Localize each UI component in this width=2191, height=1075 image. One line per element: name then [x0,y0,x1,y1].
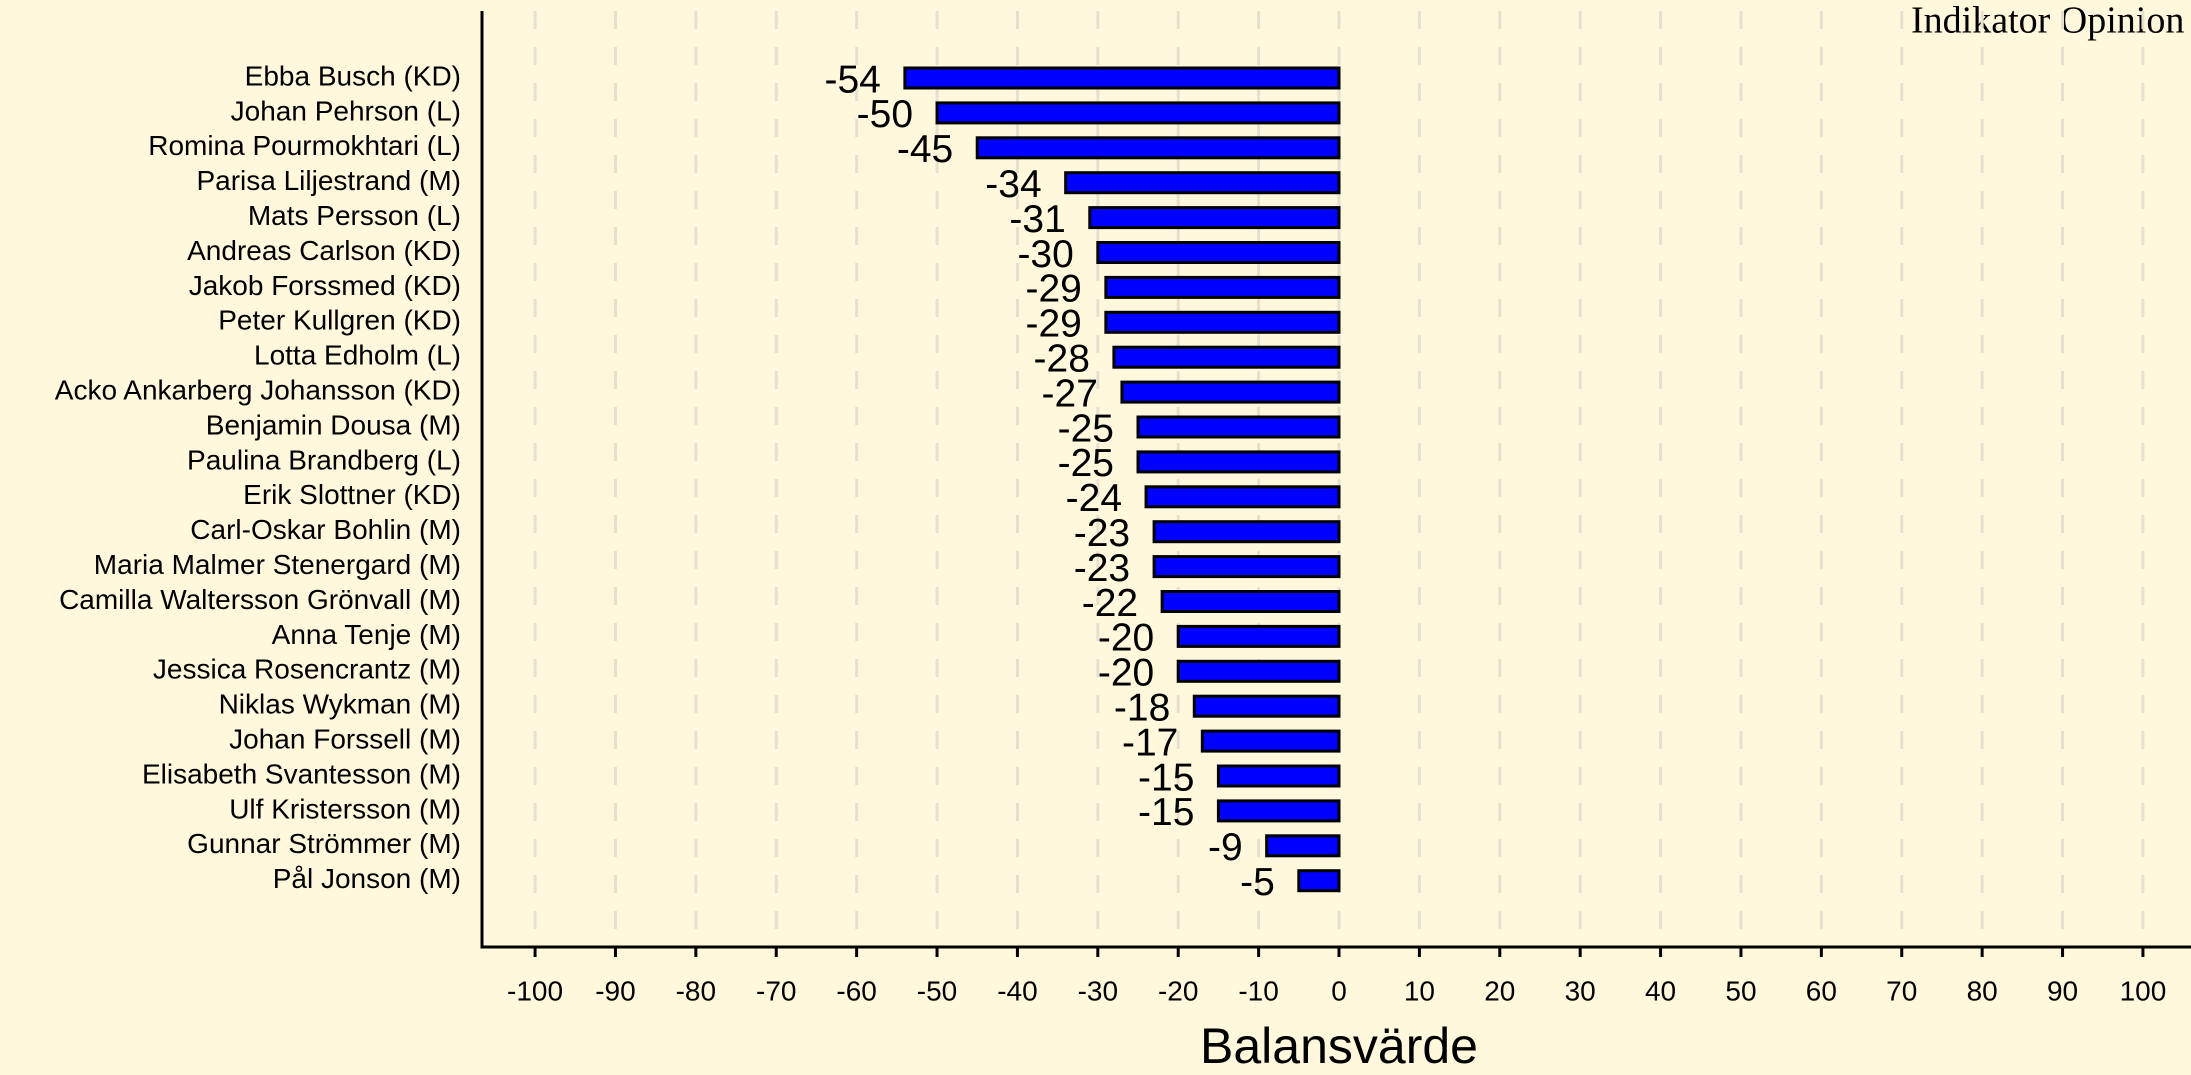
value-label: -20 [1098,617,1154,660]
bar [1096,241,1341,264]
value-label: -20 [1098,652,1154,695]
value-label: -30 [1017,233,1073,276]
x-tick-label: -80 [676,975,716,1006]
value-label: -24 [1066,477,1122,520]
value-label: -25 [1058,442,1114,485]
bar [1120,380,1341,404]
value-label: -28 [1034,337,1090,380]
value-label: -27 [1042,372,1098,415]
x-tick-label: 10 [1404,975,1435,1006]
value-label: -50 [857,93,913,136]
value-label: -34 [985,163,1041,206]
x-tick-label: 90 [2047,975,2078,1006]
y-tick-label: Andreas Carlson (KD) [187,235,461,266]
value-label: -9 [1208,826,1243,869]
value-label: -54 [824,58,880,101]
x-tick-label: -60 [836,975,876,1006]
x-tick-label: 50 [1725,975,1756,1006]
x-tick-label: -70 [756,975,796,1006]
x-tick-label: -30 [1078,975,1118,1006]
bar [1216,799,1341,823]
y-tick-label: Pål Jonson (M) [273,863,461,894]
bar [935,101,1341,125]
x-tick-label: -20 [1158,975,1198,1006]
bar [1136,450,1341,474]
y-tick-label: Parisa Liljestrand (M) [196,165,461,196]
value-label: -29 [1025,268,1081,311]
x-tick-label: 80 [1967,975,1998,1006]
y-tick-label: Paulina Brandberg (L) [187,444,461,475]
bar [1297,869,1341,893]
bar [1104,275,1341,299]
bar [1064,171,1341,195]
bar [1200,729,1341,753]
bar [1112,345,1341,369]
value-label: -15 [1138,756,1194,799]
bar [903,66,1341,90]
x-tick-label: 60 [1806,975,1837,1006]
x-tick-label: -10 [1238,975,1278,1006]
value-label: -25 [1058,407,1114,450]
value-label: -17 [1122,721,1178,764]
value-label: -23 [1074,512,1130,555]
value-label: -18 [1114,686,1170,729]
y-tick-label: Romina Pourmokhtari (L) [148,130,461,161]
y-tick-label: Carl-Oskar Bohlin (M) [190,514,461,545]
x-axis-label: Balansvärde [1200,1018,1478,1074]
value-label: -15 [1138,791,1194,834]
y-tick-label: Lotta Edholm (L) [254,340,461,371]
y-tick-label: Ebba Busch (KD) [245,60,461,91]
value-label: -22 [1082,582,1138,625]
y-tick-label: Camilla Waltersson Grönvall (M) [59,584,461,615]
y-tick-label: Ulf Kristersson (M) [229,793,461,824]
y-tick-label: Maria Malmer Stenergard (M) [94,549,461,580]
bar [1136,415,1341,439]
bar [1152,520,1341,544]
x-tick-label: 70 [1886,975,1917,1006]
x-tick-label: -90 [595,975,635,1006]
bar [1192,694,1341,718]
bar [1176,659,1341,683]
y-tick-label: Peter Kullgren (KD) [218,305,461,336]
y-tick-label: Erik Slottner (KD) [243,479,461,510]
x-tick-label: 0 [1331,975,1347,1006]
bar [1216,764,1341,788]
y-tick-label: Mats Persson (L) [248,200,461,231]
y-tick-label: Johan Pehrson (L) [231,95,461,126]
y-tick-label: Niklas Wykman (M) [219,689,461,720]
y-tick-label: Acko Ankarberg Johansson (KD) [55,374,461,405]
bar [1160,590,1341,613]
chart-title: Indikator Opinion [1911,0,2184,42]
bar [1088,206,1341,230]
value-label: -29 [1025,303,1081,346]
y-tick-label: Johan Forssell (M) [229,723,461,754]
y-tick-label: Gunnar Strömmer (M) [187,828,461,859]
y-tick-label: Jakob Forssmed (KD) [189,270,461,301]
x-tick-label: -100 [507,975,563,1006]
bar [1144,485,1341,509]
value-label: -31 [1009,198,1065,241]
bar [1104,310,1341,334]
bar [1152,555,1341,579]
value-label: -23 [1074,547,1130,590]
y-tick-label: Anna Tenje (M) [272,619,461,650]
bar [1176,624,1341,648]
value-label: -45 [897,128,953,171]
y-tick-label: Jessica Rosencrantz (M) [153,654,461,685]
value-label: -5 [1240,861,1275,904]
x-tick-label: -50 [917,975,957,1006]
x-tick-label: 100 [2120,975,2167,1006]
y-tick-label: Elisabeth Svantesson (M) [142,758,461,789]
x-tick-label: 30 [1565,975,1596,1006]
bar [1265,834,1341,858]
bar [975,136,1341,160]
x-tick-label: -40 [997,975,1037,1006]
x-tick-label: 40 [1645,975,1676,1006]
x-tick-label: 20 [1484,975,1515,1006]
y-tick-label: Benjamin Dousa (M) [206,409,461,440]
